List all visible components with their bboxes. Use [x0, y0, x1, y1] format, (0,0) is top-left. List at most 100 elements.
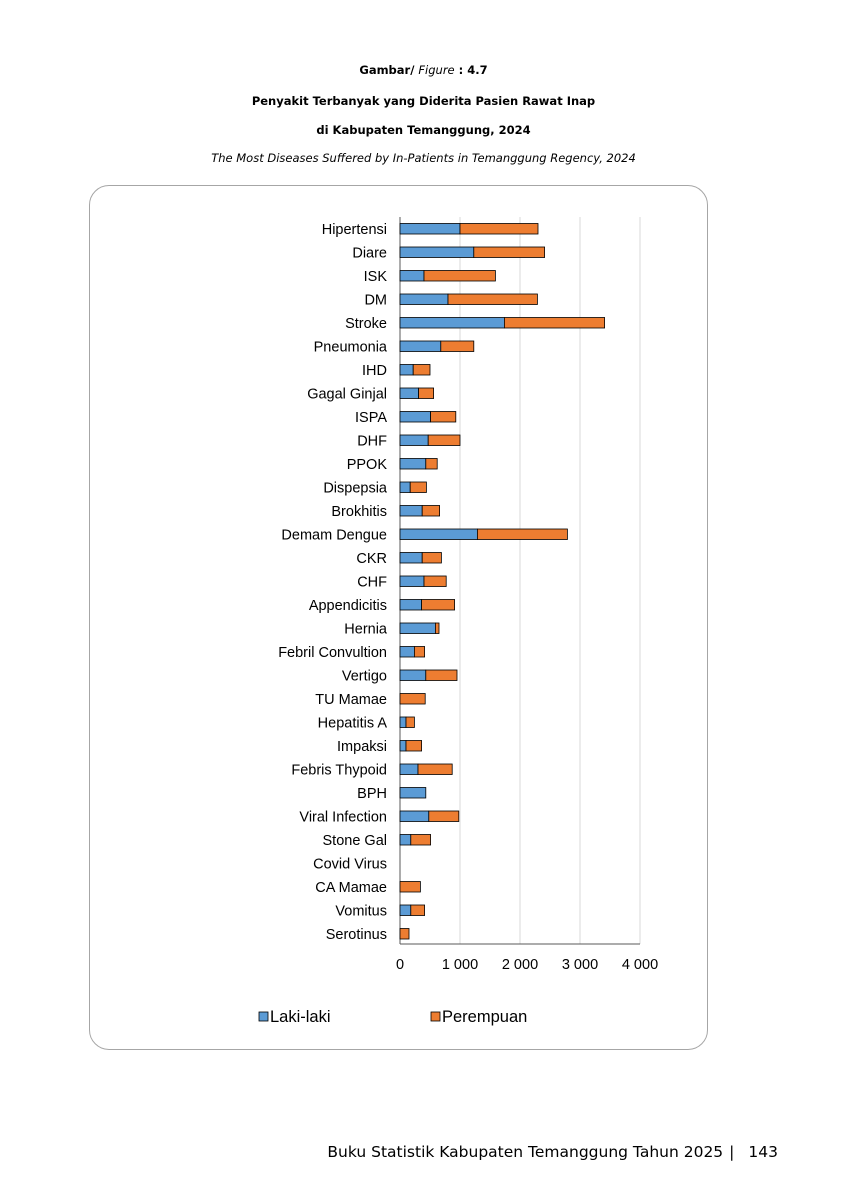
category-label: Stone Gal — [323, 833, 388, 849]
bar-perempuan — [476, 528, 568, 540]
category-label: Pneumonia — [314, 339, 388, 355]
category-label: CA Mamae — [315, 880, 387, 896]
chart-frame — [89, 185, 708, 1050]
category-label: Hepatitis A — [318, 715, 388, 731]
category-label: CKR — [356, 551, 387, 567]
category-label: CHF — [357, 574, 387, 590]
bar-perempuan — [421, 552, 442, 564]
category-label: ISPA — [355, 410, 387, 426]
bar-laki-laki — [399, 270, 425, 282]
category-label: Febris Thypoid — [291, 762, 387, 778]
category-label: Hernia — [344, 621, 388, 637]
bar-laki-laki — [399, 458, 427, 470]
figure-number: Gambar/Figure: 4.7 — [0, 63, 847, 77]
category-label: IHD — [362, 363, 387, 379]
category-label: Vertigo — [342, 668, 387, 684]
bar-perempuan — [440, 340, 475, 352]
bar-laki-laki — [399, 622, 436, 634]
footer-separator: | — [729, 1143, 735, 1161]
category-label: ISK — [364, 269, 388, 285]
bar-laki-laki — [399, 481, 411, 493]
category-label: Serotinus — [326, 927, 387, 943]
bar-laki-laki — [399, 740, 407, 752]
bar-laki-laki — [399, 787, 427, 799]
category-label: Appendicitis — [309, 598, 387, 614]
figure-number-value: : 4.7 — [458, 63, 488, 77]
bar-laki-laki — [399, 411, 432, 423]
bar-perempuan — [425, 669, 458, 681]
category-label: Stroke — [345, 316, 387, 332]
bar-laki-laki — [399, 763, 419, 775]
bar-laki-laki — [399, 904, 412, 916]
x-tick-label: 0 — [396, 957, 404, 973]
bar-perempuan — [425, 458, 438, 470]
bar-perempuan — [410, 904, 425, 916]
category-label: Gagal Ginjal — [307, 386, 387, 402]
bar-laki-laki — [399, 246, 475, 258]
bar-laki-laki — [399, 575, 425, 587]
bar-laki-laki — [399, 716, 407, 728]
bar-laki-laki — [399, 340, 442, 352]
bar-perempuan — [409, 481, 427, 493]
bar-perempuan — [399, 693, 426, 705]
bar-perempuan — [473, 246, 545, 258]
footer-text: Buku Statistik Kabupaten Temanggung Tahu… — [327, 1143, 724, 1161]
bar-perempuan — [410, 834, 431, 846]
bar-perempuan — [503, 317, 605, 329]
bar-perempuan — [405, 716, 415, 728]
chart-title-en: The Most Diseases Suffered by In-Patient… — [211, 151, 636, 165]
bar-laki-laki — [399, 223, 461, 235]
category-label: Hipertensi — [322, 222, 387, 238]
bar-laki-laki — [399, 293, 449, 305]
category-label: DHF — [357, 433, 387, 449]
bar-perempuan — [447, 293, 538, 305]
bar-laki-laki — [399, 669, 427, 681]
legend-perempuan-label: Perempuan — [442, 1008, 527, 1026]
bar-perempuan — [423, 270, 496, 282]
bar-laki-laki — [399, 810, 430, 822]
bar-perempuan — [423, 575, 447, 587]
legend-laki-laki-label: Laki-laki — [270, 1008, 331, 1026]
bar-laki-laki — [399, 552, 423, 564]
bar-laki-laki — [399, 317, 505, 329]
x-tick-label: 3 000 — [562, 957, 598, 973]
x-tick-label: 1 000 — [442, 957, 478, 973]
legend-laki-laki-swatch — [258, 1011, 269, 1022]
bar-laki-laki — [399, 364, 414, 376]
category-label: Impaksi — [337, 739, 387, 755]
bar-perempuan — [428, 810, 460, 822]
bar-perempuan — [430, 411, 457, 423]
category-label: Diare — [352, 245, 387, 261]
category-label: TU Mamae — [315, 692, 387, 708]
bar-laki-laki — [399, 834, 412, 846]
bar-perempuan — [459, 223, 539, 235]
page-footer: Buku Statistik Kabupaten Temanggung Tahu… — [327, 1143, 778, 1161]
bar-laki-laki — [399, 505, 423, 517]
legend-perempuan-swatch — [430, 1011, 441, 1022]
bar-laki-laki — [399, 646, 415, 658]
bar-perempuan — [427, 434, 461, 446]
page-number: 143 — [748, 1143, 778, 1161]
bar-perempuan — [421, 599, 456, 611]
category-label: Dispepsia — [323, 480, 388, 496]
figure-label: Gambar/ — [359, 63, 415, 77]
bar-perempuan — [418, 387, 435, 399]
category-label: BPH — [357, 786, 387, 802]
figure-label-en: Figure — [418, 63, 455, 77]
category-label: DM — [364, 292, 387, 308]
bar-perempuan — [434, 622, 440, 634]
bar-perempuan — [412, 364, 431, 376]
x-tick-label: 4 000 — [622, 957, 658, 973]
bar-laki-laki — [399, 599, 423, 611]
x-tick-label: 2 000 — [502, 957, 538, 973]
bar-perempuan — [405, 740, 423, 752]
bar-perempuan — [421, 505, 441, 517]
bar-laki-laki — [399, 528, 478, 540]
bar-perempuan — [399, 881, 421, 893]
category-label: Brokhitis — [331, 504, 387, 520]
bar-perempuan — [399, 928, 410, 940]
chart-title-line1: Penyakit Terbanyak yang Diderita Pasien … — [251, 94, 596, 108]
chart-title-line2: di Kabupaten Temanggung, 2024 — [316, 123, 531, 137]
category-label: Demam Dengue — [281, 527, 387, 543]
